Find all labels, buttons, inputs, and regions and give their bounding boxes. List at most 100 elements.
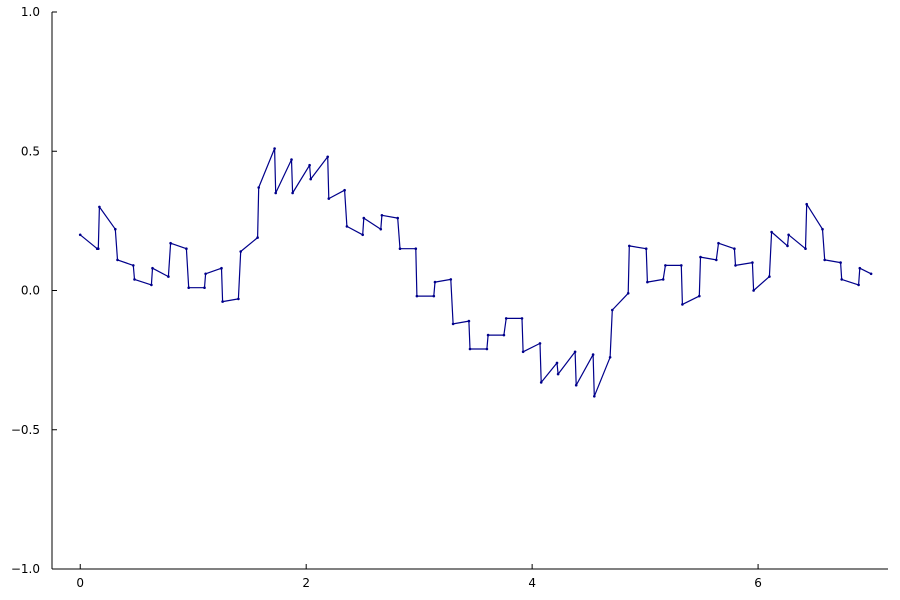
data-point (840, 278, 843, 281)
data-point (114, 227, 117, 231)
data-point (433, 280, 437, 284)
data-point (432, 294, 436, 298)
data-point (78, 233, 82, 237)
data-point (203, 286, 206, 290)
data-point (821, 227, 824, 231)
data-point (451, 322, 455, 326)
data-point (467, 319, 471, 323)
data-point (823, 258, 826, 262)
y-tick-label: 0.0 (21, 284, 40, 298)
data-point (504, 317, 508, 320)
data-point (309, 177, 313, 181)
axes (51, 12, 888, 570)
data-point (520, 317, 524, 320)
data-point (204, 272, 207, 276)
y-tick-label: −0.5 (11, 423, 40, 437)
y-tick-label: 0.5 (21, 144, 40, 158)
data-point (734, 264, 737, 267)
data-point (869, 272, 873, 276)
data-point (132, 264, 135, 267)
data-point (274, 191, 278, 195)
x-tick-label: 0 (76, 576, 84, 590)
data-point (752, 289, 755, 292)
data-point (591, 353, 595, 356)
data-point (256, 236, 259, 239)
data-point (521, 350, 525, 354)
data-point (486, 333, 490, 337)
data-point (343, 188, 346, 192)
data-point (361, 233, 365, 237)
data-point (573, 350, 577, 354)
data-point (345, 225, 349, 228)
data-point (169, 241, 172, 245)
data-point (97, 247, 100, 250)
x-tick-label: 4 (528, 576, 536, 590)
data-point (626, 292, 630, 295)
data-point (664, 264, 667, 267)
data-point (608, 356, 612, 359)
x-tick-label: 6 (754, 576, 762, 590)
data-point (415, 294, 419, 298)
data-point (290, 158, 293, 161)
data-point (857, 283, 860, 287)
data-point (839, 261, 842, 264)
data-point (787, 233, 790, 237)
data-point (485, 347, 489, 351)
data-point (646, 280, 649, 284)
data-point (804, 247, 807, 250)
data-point (858, 266, 862, 270)
data-point (644, 247, 648, 250)
data-point (661, 278, 665, 281)
data-point (326, 155, 330, 159)
data-point (273, 147, 276, 150)
data-point (327, 197, 331, 200)
data-point (379, 227, 383, 231)
y-tick-label: 1.0 (21, 5, 40, 19)
data-point (116, 258, 119, 262)
series-layer (78, 147, 873, 398)
y-axis-ticks: −1.0 −0.5 0.0 0.5 1.0 (11, 5, 57, 576)
data-point (680, 264, 683, 267)
x-tick-label: 2 (302, 576, 310, 590)
data-point (538, 342, 542, 345)
data-point (751, 261, 754, 264)
x-axis-ticks: 0 2 4 6 (76, 564, 762, 590)
data-point (593, 395, 596, 398)
data-point (185, 247, 188, 250)
data-point (220, 266, 223, 270)
y-tick-label: −1.0 (11, 562, 40, 576)
data-point (414, 247, 418, 250)
data-point (362, 216, 366, 220)
data-point (555, 361, 559, 365)
data-point (221, 300, 224, 303)
data-point (733, 247, 736, 250)
data-point (98, 205, 101, 209)
data-point (539, 381, 543, 384)
data-point (133, 278, 136, 281)
data-point (786, 244, 789, 248)
data-point (150, 283, 153, 287)
data-point (681, 303, 684, 306)
data-point (396, 216, 400, 220)
data-point (556, 372, 560, 376)
data-point (257, 186, 261, 189)
data-point (715, 258, 718, 262)
data-point (291, 191, 294, 195)
data-point (611, 308, 614, 312)
data-point (698, 294, 701, 298)
data-point (308, 163, 311, 167)
data-point (770, 230, 773, 234)
data-point (805, 202, 808, 206)
data-point (151, 266, 154, 270)
data-point (187, 286, 190, 290)
data-point (237, 297, 240, 301)
data-point (699, 255, 702, 259)
data-point (449, 278, 453, 281)
data-point (167, 275, 170, 278)
data-point (628, 244, 631, 248)
data-point (398, 247, 402, 250)
data-point (239, 250, 242, 253)
data-point (574, 383, 578, 387)
data-point (768, 275, 771, 278)
